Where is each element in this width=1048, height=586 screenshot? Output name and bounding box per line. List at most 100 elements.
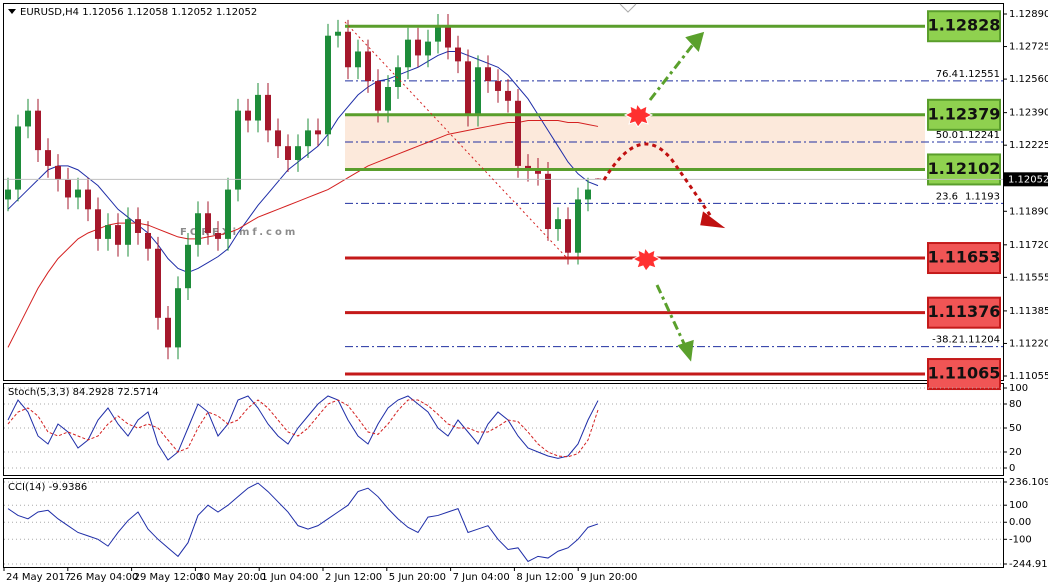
x-tick-label: 7 Jun 04:00 <box>453 572 510 583</box>
stoch-main-value: 84.2928 <box>73 387 114 398</box>
burst <box>623 102 654 128</box>
x-tick-label: 30 May 20:00 <box>197 572 266 583</box>
symbol-header: EURUSD,H4 1.12056 1.12058 1.12052 1.1205… <box>20 7 257 18</box>
candle-body <box>265 94 271 131</box>
moving-average <box>7 50 599 273</box>
arrow-head <box>677 339 694 362</box>
stoch-title: Stoch(5,3,3) <box>8 387 70 398</box>
candle-body <box>575 199 581 253</box>
fib-ratio: -38.2 <box>932 335 958 346</box>
candle-body <box>285 146 291 160</box>
y-tick-label: 1.12390 <box>1009 108 1048 119</box>
candle-body <box>85 189 91 210</box>
y-tick-label: 1.12890 <box>1009 9 1048 20</box>
y-tick-label: 236.1094 <box>1009 477 1048 488</box>
candle-body <box>565 219 571 253</box>
x-tick-label: 1 Jun 04:00 <box>261 572 318 583</box>
fib-price: 1.1193 <box>965 191 1000 202</box>
open-value: 1.12056 <box>82 7 123 18</box>
fib-ratio: 76.4 <box>936 69 958 80</box>
x-tick-label: 8 Jun 12:00 <box>516 572 573 583</box>
candle-body <box>5 189 11 200</box>
annotations <box>8 3 726 362</box>
candle-body <box>75 189 81 198</box>
price-panel <box>3 3 1004 381</box>
x-tick-label: 2 Jun 12:00 <box>325 572 382 583</box>
level-label: 1.12102 <box>928 159 1001 178</box>
arrow-down-green <box>655 284 688 349</box>
candle-body <box>415 39 421 56</box>
fib-price: 1.11204 <box>959 335 1000 346</box>
candle-body <box>485 67 491 82</box>
y-tick-label: 0.00 <box>1009 517 1031 528</box>
candle-body <box>195 213 201 245</box>
y-tick-label: 1.11385 <box>1009 306 1048 317</box>
indicator-line <box>7 395 599 461</box>
stoch-panel <box>3 383 1004 476</box>
candle-body <box>345 31 351 68</box>
y-tick-label: 100 <box>1009 383 1028 394</box>
arrow-up <box>648 41 697 101</box>
candle-body <box>185 244 191 289</box>
candle-body <box>365 51 371 82</box>
candle-body <box>475 67 481 115</box>
x-tick-label: 26 May 04:00 <box>70 572 139 583</box>
cci-panel <box>3 478 1004 568</box>
candle-body <box>465 61 471 115</box>
y-tick-label: 80 <box>1009 399 1022 410</box>
candle-body <box>15 126 21 190</box>
candle-body <box>25 110 31 127</box>
shift-marker <box>619 3 637 13</box>
candle-body <box>155 248 161 318</box>
stoch-header: Stoch(5,3,3) 84.2928 72.5714 <box>8 387 159 398</box>
close-value: 1.12052 <box>216 7 257 18</box>
candle-body <box>135 219 141 233</box>
level-box <box>927 242 1001 275</box>
candle-body <box>225 189 231 239</box>
candle-body <box>215 232 221 239</box>
y-tick-label: 1.11220 <box>1009 338 1048 349</box>
candle-body <box>545 173 551 230</box>
candle-body <box>235 110 241 190</box>
level-label: 1.12379 <box>928 104 1001 123</box>
candle-body <box>55 165 61 180</box>
candle-body <box>555 219 561 230</box>
candle-body <box>435 25 441 42</box>
watermark: FOREXimf.com <box>180 227 298 238</box>
candle-body <box>175 288 181 348</box>
y-tick-label: -100 <box>1009 534 1032 545</box>
candle-body <box>455 47 461 62</box>
candle-body <box>445 25 451 48</box>
candle-body <box>315 130 321 135</box>
candle-body <box>335 31 341 36</box>
price-tag-label: 1.12052 <box>1008 174 1048 185</box>
menu-triangle <box>8 9 16 14</box>
candle-body <box>275 130 281 147</box>
candle-body <box>525 165 531 170</box>
level-label: 1.11065 <box>928 364 1001 383</box>
candle-body <box>305 130 311 147</box>
low-value: 1.12052 <box>171 7 212 18</box>
candle-body <box>405 39 411 68</box>
candle-body <box>35 110 41 151</box>
level-box <box>927 98 1001 131</box>
fib-ratio: 50.0 <box>936 130 958 141</box>
x-tick-label: 24 May 2017 <box>6 572 71 583</box>
level-box <box>927 296 1001 329</box>
arrow-head <box>685 31 705 53</box>
candle-body <box>385 86 391 111</box>
stoch-signal-value: 72.5714 <box>117 387 158 398</box>
arrow-down <box>602 142 714 219</box>
x-tick-label: 5 Jun 20:00 <box>389 572 446 583</box>
candle-body <box>325 35 331 135</box>
y-tick-label: 1.11720 <box>1009 240 1048 251</box>
fib-trendline <box>344 21 567 258</box>
symbol: EURUSD,H4 <box>20 7 79 18</box>
candle-body <box>95 209 101 239</box>
y-tick-label: 100 <box>1009 500 1028 511</box>
candle-body <box>585 189 591 200</box>
candle-body <box>125 219 131 245</box>
candle-body <box>145 232 151 249</box>
x-tick-label: 29 May 12:00 <box>134 572 203 583</box>
